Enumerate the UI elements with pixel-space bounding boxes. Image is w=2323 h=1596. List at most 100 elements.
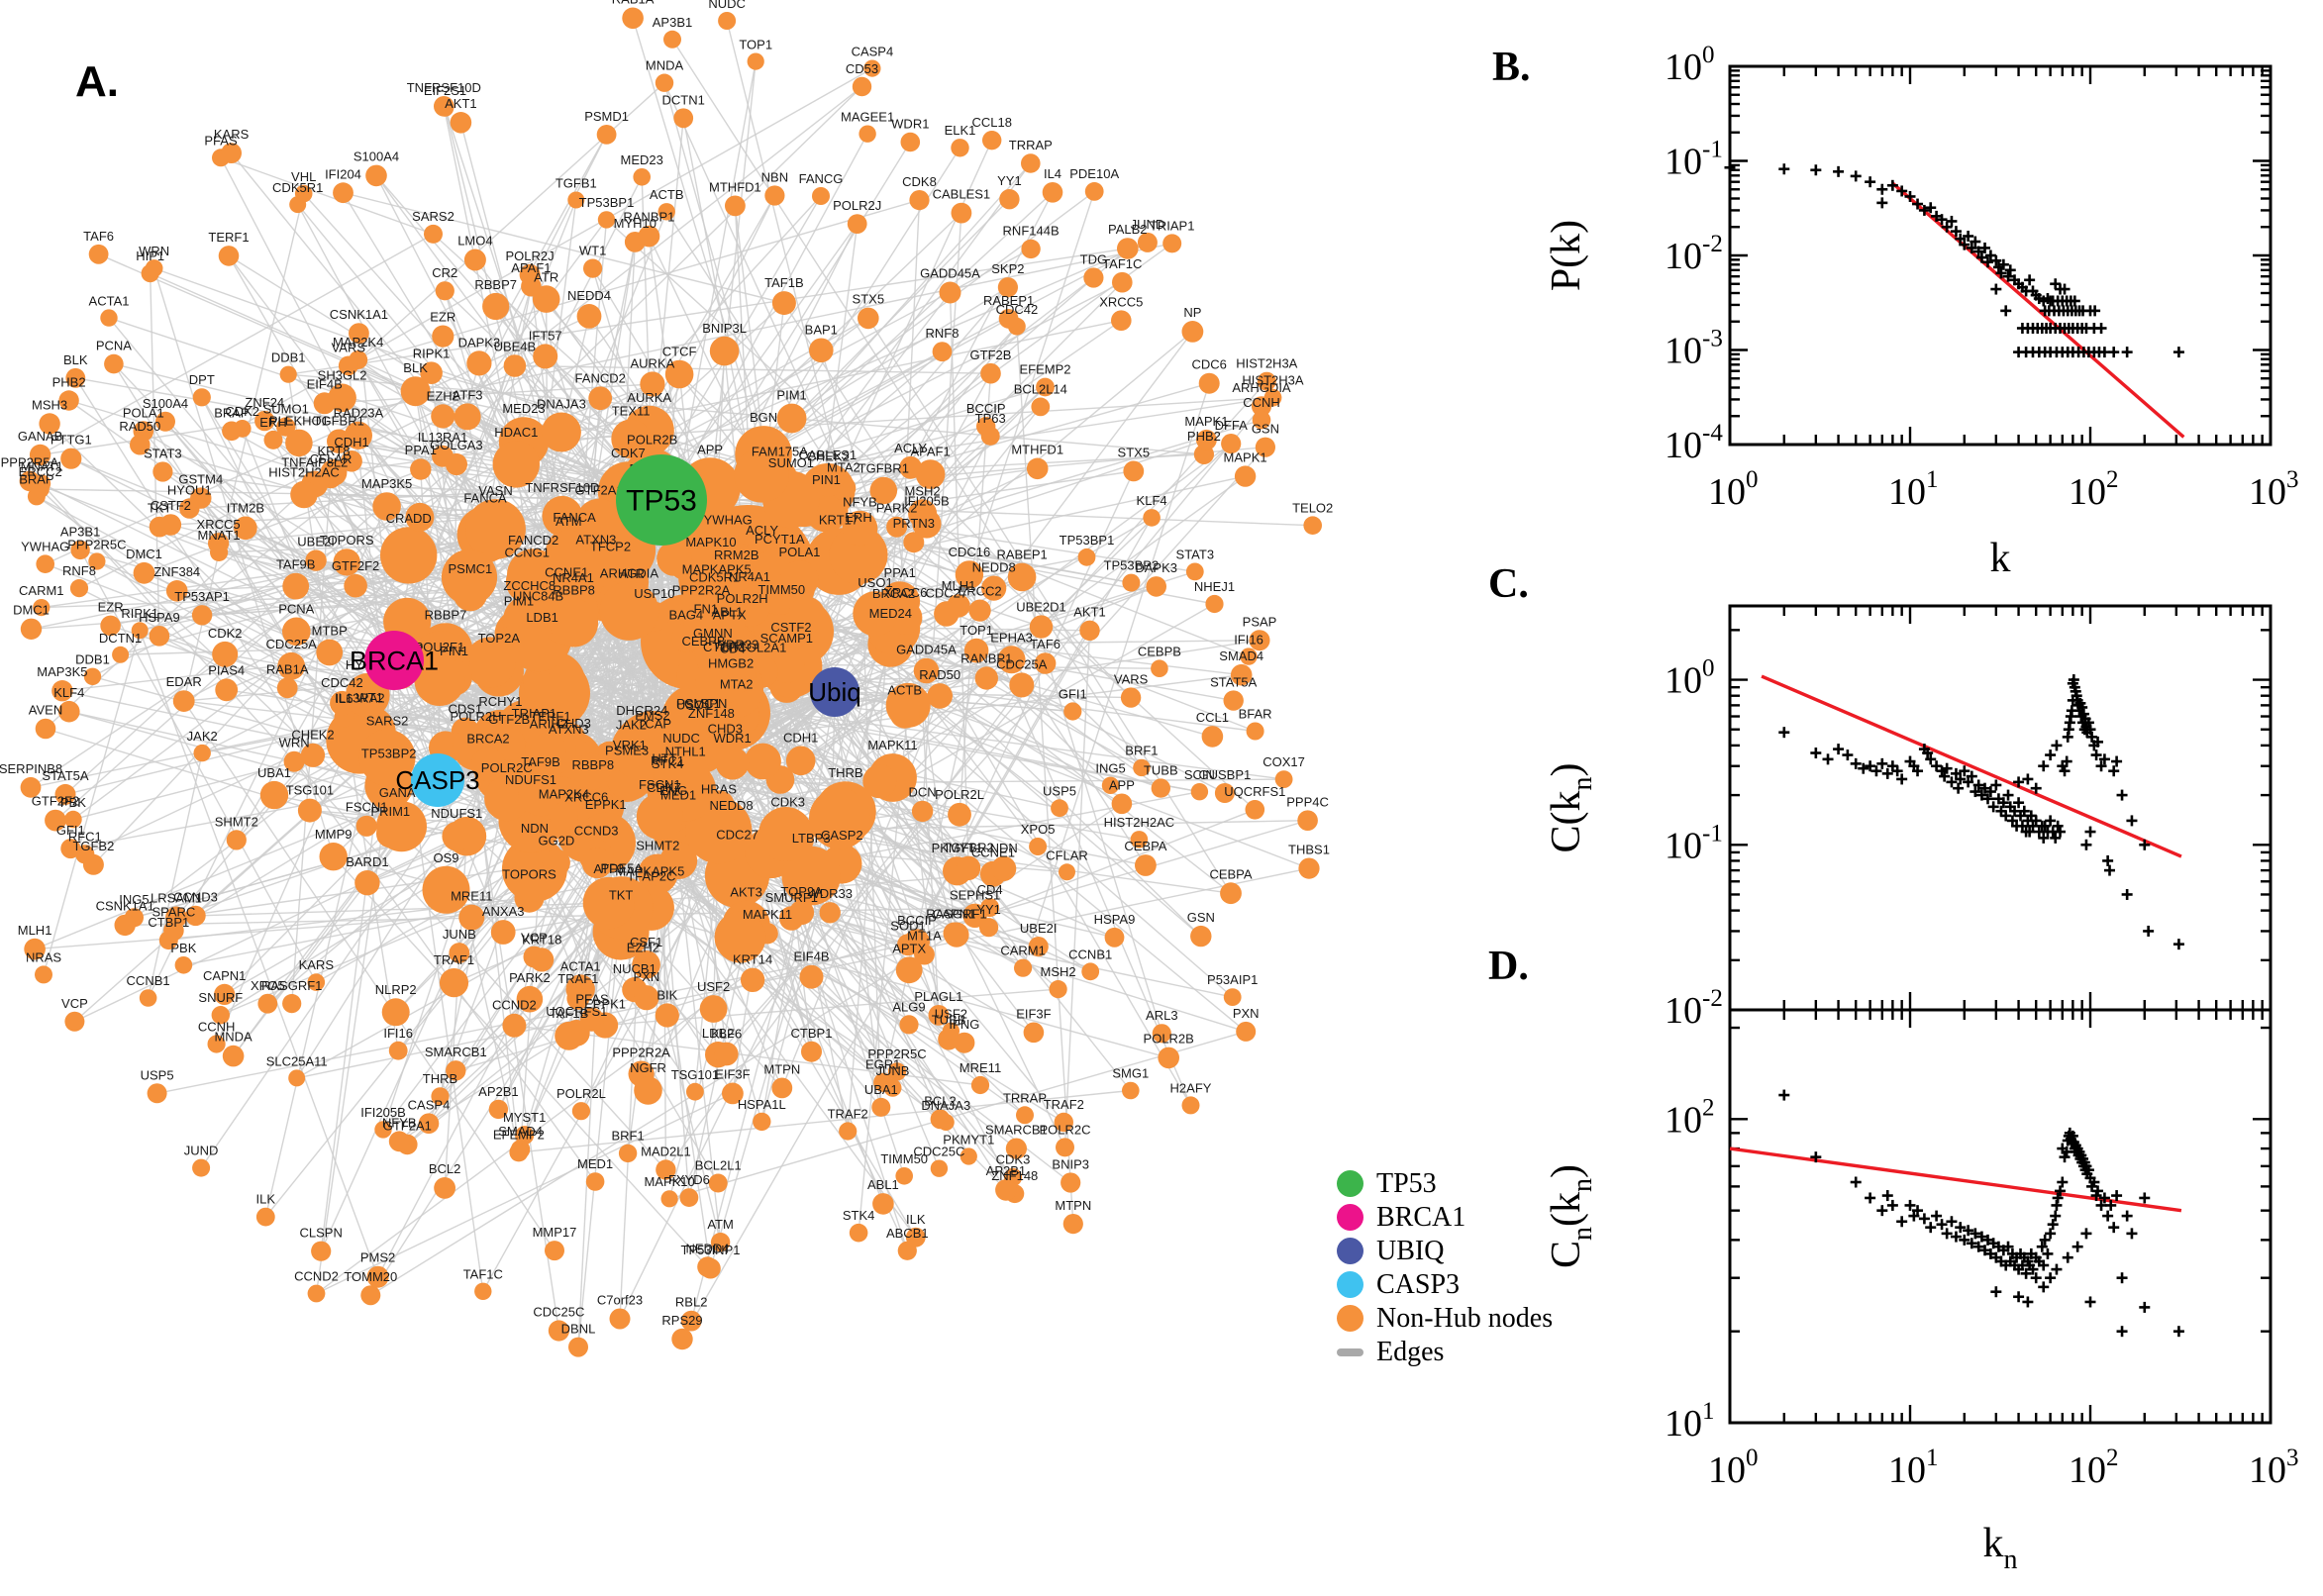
plot-frame <box>1728 1008 2272 1425</box>
axis-title: C(kn​) <box>1544 763 1598 853</box>
legend-item-casp3: CASP3 <box>1337 1268 1553 1300</box>
network-edge <box>838 439 1207 562</box>
network-edge <box>605 988 1059 1027</box>
network-edge <box>526 199 577 582</box>
legend-item-tp53: TP53 <box>1337 1167 1553 1199</box>
axis-tick-label: 103 <box>2249 466 2299 513</box>
legend-item-edges: Edges <box>1337 1336 1553 1367</box>
legend-label: BRCA1 <box>1376 1201 1466 1233</box>
chart-panel-C: 100 10-1 10-2 C(kn​) <box>1544 604 2272 1032</box>
network-edge <box>266 636 707 1005</box>
legend-item-non-hub-nodes: Non-Hub nodes <box>1337 1302 1554 1334</box>
axis-tick-label: 103 <box>2249 1445 2299 1491</box>
axis-tick-label: 101 <box>1665 1398 1715 1445</box>
axis-tick-label: 10-1 <box>1665 137 1723 183</box>
network-edge <box>139 630 379 1277</box>
data-points <box>1778 674 2184 950</box>
panel-a-label: A. <box>75 57 119 106</box>
network-panel: CDK2PCNACCNE1UBA1CCND3NEDD8KARSERHCABLES… <box>0 0 1333 1357</box>
network-edge <box>316 1092 734 1295</box>
network-edge <box>867 318 1232 894</box>
network-edge <box>1016 326 1074 1225</box>
axis-tick-label: 10-2 <box>1665 231 1723 277</box>
network-edge <box>420 219 608 470</box>
node-swatch-icon <box>1337 1170 1364 1197</box>
network-edge <box>419 85 862 518</box>
network-edge <box>665 211 845 489</box>
legend-label: Non-Hub nodes <box>1376 1302 1554 1334</box>
network-edge <box>904 331 1193 714</box>
legend-label: CASP3 <box>1376 1268 1461 1300</box>
network-edge <box>41 482 666 1170</box>
fit-line <box>1761 674 2182 858</box>
network-edge <box>153 267 632 440</box>
network-edge <box>201 561 348 616</box>
network-edge <box>369 933 955 1296</box>
panel-d-label: D. <box>1488 944 1529 989</box>
axis-tick-label: 10-4 <box>1665 420 1723 466</box>
axis-tick-label: 102 <box>1665 1094 1715 1141</box>
network-edge <box>834 585 1157 693</box>
axis-tick-label: 100 <box>1665 42 1715 88</box>
network-edge <box>437 779 504 933</box>
axis-tick-label: 102 <box>2069 1445 2119 1491</box>
axis-tick-label: 10-1 <box>1665 820 1723 866</box>
axis-title: k <box>1990 536 2011 581</box>
fit-line <box>1729 1147 2182 1213</box>
node-swatch-icon <box>1337 1238 1364 1264</box>
network-edge <box>183 700 556 1251</box>
axis-tick-label: 100 <box>1708 1445 1759 1491</box>
network-edge <box>690 613 876 1322</box>
network-edge <box>1063 630 1091 1147</box>
network-edge <box>92 516 421 865</box>
network-edge <box>40 488 504 934</box>
network-edge <box>681 630 1091 1340</box>
node-swatch-icon <box>1337 1305 1364 1332</box>
network-edge <box>201 396 297 587</box>
network-edge <box>147 752 203 999</box>
legend-item-ubiq: UBIQ <box>1337 1235 1553 1266</box>
network-edge <box>293 554 410 762</box>
network-edge <box>498 670 1024 969</box>
network-edge <box>478 134 608 364</box>
network-legend: TP53 BRCA1 UBIQ CASP3 Non-Hub nodes Edges <box>1337 1167 1554 1367</box>
network-edge <box>518 1089 1131 1153</box>
axis-tick-label: 10-2 <box>1665 985 1723 1032</box>
network-edge <box>43 630 141 975</box>
axis-tick-label: 102 <box>2069 466 2119 513</box>
network-edge <box>761 396 1273 476</box>
network-edge <box>45 315 590 565</box>
network-edge <box>150 273 160 637</box>
network-edge <box>54 463 457 822</box>
axis-tick-label: 101 <box>1888 1445 1939 1491</box>
axis-title: kn​ <box>1983 1521 2018 1575</box>
node-swatch-icon <box>1337 1271 1364 1298</box>
edge-swatch-icon <box>1337 1347 1364 1356</box>
legend-item-brca1: BRCA1 <box>1337 1201 1553 1233</box>
panel-b-label: B. <box>1492 45 1531 90</box>
legend-label: UBIQ <box>1376 1235 1445 1266</box>
legend-label: Edges <box>1376 1336 1445 1367</box>
axis-tick-label: 100 <box>1708 466 1759 513</box>
plot-frame <box>1728 64 2272 447</box>
axis-tick-label: 101 <box>1888 466 1939 513</box>
network-edge <box>315 785 390 1294</box>
network-edge <box>834 691 1247 1033</box>
axis-tick-label: 100 <box>1665 655 1715 702</box>
network-edge <box>220 156 434 236</box>
data-points <box>1724 161 2184 358</box>
legend-label: TP53 <box>1376 1167 1437 1199</box>
network-edge <box>333 855 622 933</box>
data-points <box>1778 1089 2184 1338</box>
network-edge <box>287 374 331 653</box>
network-edge <box>168 896 530 942</box>
network-edge <box>726 20 845 489</box>
network-edge <box>231 67 873 432</box>
panel-c-label: C. <box>1488 561 1529 607</box>
network-edge <box>343 192 785 304</box>
network-edge <box>40 233 434 456</box>
